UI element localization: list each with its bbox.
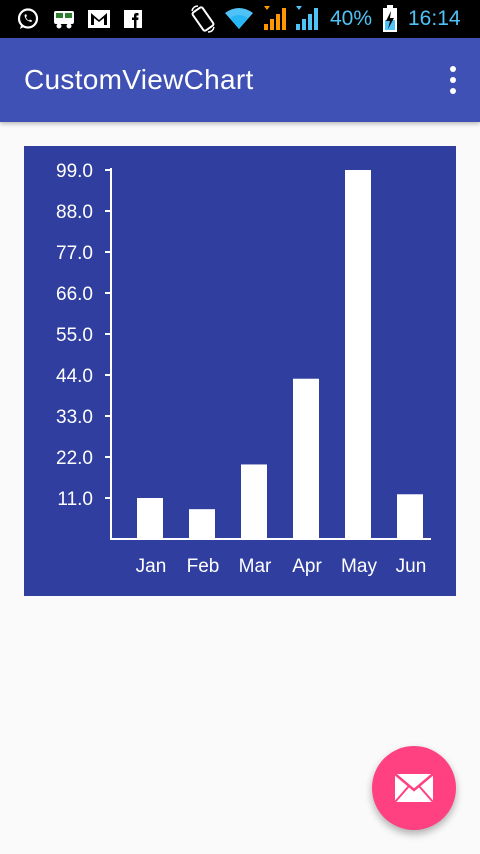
x-tick-label: Jan xyxy=(136,556,167,577)
y-tick-label: 11.0 xyxy=(57,489,93,510)
y-tick-label: 99.0 xyxy=(56,161,93,182)
bar-feb xyxy=(189,509,215,539)
more-vert-icon[interactable] xyxy=(446,66,460,94)
battery-percent: 40% xyxy=(330,7,373,30)
wifi-icon xyxy=(224,0,254,38)
gmail-icon xyxy=(88,0,110,38)
y-tick-label: 44.0 xyxy=(56,366,93,387)
y-tick-label: 77.0 xyxy=(56,243,93,264)
bar-apr xyxy=(293,378,319,539)
bar-jun xyxy=(397,494,423,539)
y-tick-label: 55.0 xyxy=(56,325,93,346)
bar-chart: 11.0 22.0 33.0 44.0 55.0 66.0 77.0 88.0 99.0 Jan F… xyxy=(24,146,456,596)
bus-app-icon xyxy=(52,0,76,38)
email-icon xyxy=(394,773,434,803)
clock: 16:14 xyxy=(408,7,461,30)
battery-charging-icon xyxy=(382,0,398,38)
y-tick-label: 33.0 xyxy=(56,407,93,428)
signal-sim2-icon xyxy=(294,0,322,38)
x-tick-label: May xyxy=(341,556,377,577)
bar-may xyxy=(345,170,371,539)
email-fab-button[interactable] xyxy=(372,746,456,830)
bar-jan xyxy=(137,498,163,539)
bar-mar xyxy=(241,464,267,539)
x-tick-label: Apr xyxy=(292,556,322,577)
x-tick-label: Feb xyxy=(187,556,220,577)
status-bar: 40% 16:14 xyxy=(0,0,480,38)
facebook-icon xyxy=(124,0,142,38)
y-tick-label: 22.0 xyxy=(56,448,93,469)
x-tick-label: Mar xyxy=(239,556,272,577)
signal-sim1-icon xyxy=(262,0,290,38)
app-bar: CustomViewChart xyxy=(0,38,480,122)
whatsapp-icon xyxy=(16,0,40,38)
app-title: CustomViewChart xyxy=(24,64,254,95)
x-tick-label: Jun xyxy=(396,556,427,577)
y-tick-label: 88.0 xyxy=(56,202,93,223)
y-tick-label: 66.0 xyxy=(56,284,93,305)
rotate-icon xyxy=(190,0,216,38)
bar-chart-svg: 11.0 22.0 33.0 44.0 55.0 66.0 77.0 88.0 99.0 Jan F… xyxy=(56,161,431,577)
